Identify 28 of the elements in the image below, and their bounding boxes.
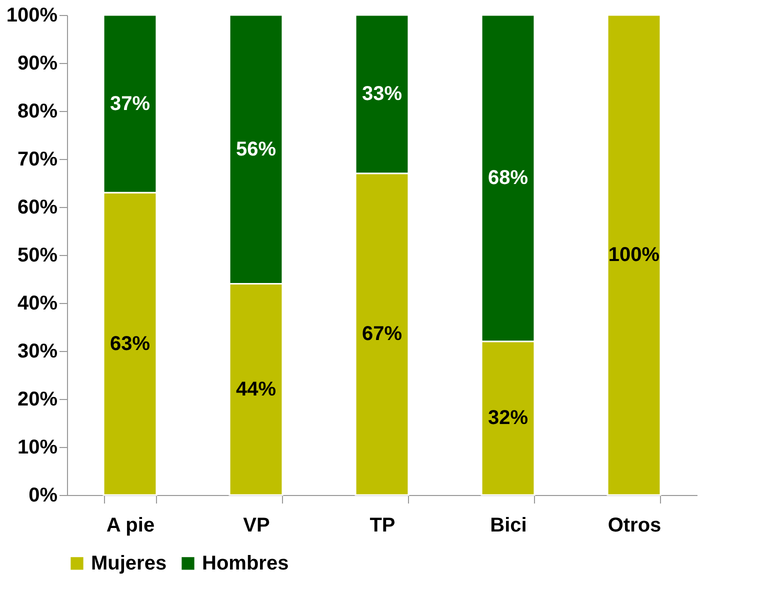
- y-tick-label: 20%: [17, 388, 58, 410]
- y-tick-label: 10%: [17, 436, 58, 458]
- data-label: 67%: [362, 323, 402, 346]
- x-tick-label: TP: [370, 514, 396, 536]
- data-label: 37%: [110, 92, 150, 115]
- data-label: 32%: [488, 407, 528, 430]
- data-label: 68%: [488, 167, 528, 190]
- y-tick-label: 50%: [17, 244, 58, 266]
- x-tick-label: A pie: [106, 514, 155, 536]
- y-tick-label: 60%: [17, 196, 58, 218]
- y-tick-label: 30%: [17, 340, 58, 362]
- data-label: 100%: [608, 244, 660, 266]
- bar: [606, 14, 662, 496]
- data-label: 56%: [236, 138, 276, 160]
- data-label: 33%: [362, 83, 402, 106]
- x-tick-label: Otros: [608, 514, 662, 536]
- y-tick-label: 0%: [28, 484, 58, 506]
- data-label: 63%: [110, 332, 150, 355]
- x-tick-label: VP: [243, 514, 270, 536]
- y-tick-label: 80%: [17, 100, 58, 122]
- x-tick-label: Bici: [490, 514, 527, 536]
- y-tick-label: 100%: [6, 4, 58, 26]
- y-tick-label: 40%: [17, 292, 58, 314]
- y-tick-label: 70%: [17, 148, 58, 170]
- legend-label: Mujeres: [91, 552, 167, 574]
- y-tick-label: 90%: [17, 52, 58, 74]
- data-label: 44%: [236, 378, 276, 400]
- legend-label: Hombres: [202, 552, 289, 574]
